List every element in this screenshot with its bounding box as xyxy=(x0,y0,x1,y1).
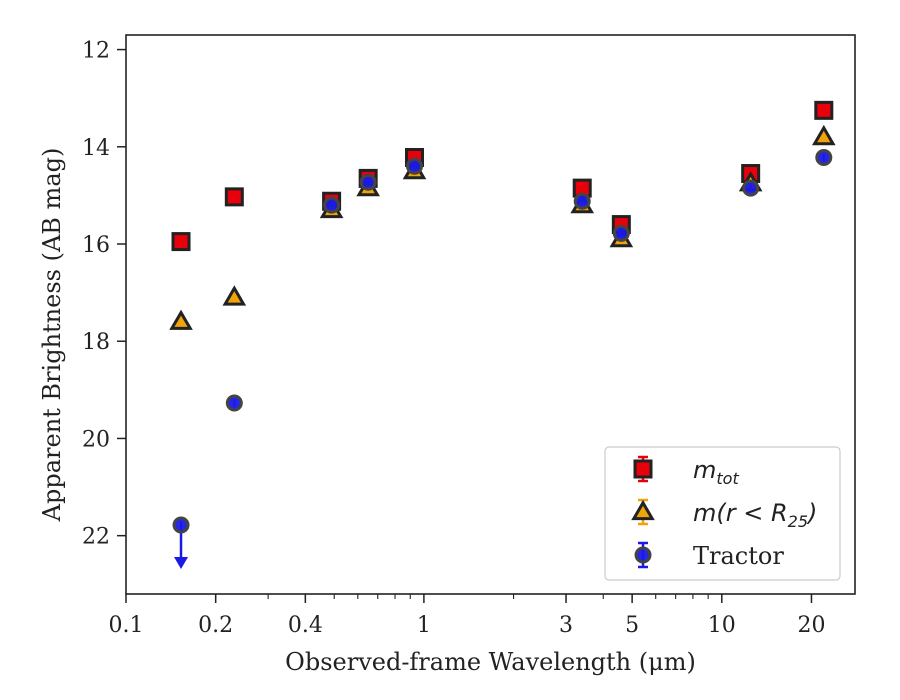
x-tick-label: 20 xyxy=(797,613,825,638)
series-triangle-group xyxy=(169,124,836,330)
legend: mtot m(r < R25) Tractor xyxy=(604,446,841,581)
data-point-triangle xyxy=(169,309,193,330)
x-axis-label: Observed-frame Wavelength (μm) xyxy=(285,648,696,676)
y-axis-label: Apparent Brightness (AB mag) xyxy=(38,148,66,523)
x-tick-label: 3 xyxy=(559,613,573,638)
y-tick-label: 18 xyxy=(82,330,110,355)
legend-label-subscript: tot xyxy=(716,469,739,488)
data-point-circle xyxy=(742,179,760,197)
data-point-circle xyxy=(323,196,341,214)
legend-label-close: ) xyxy=(806,499,817,527)
legend-label: Tractor xyxy=(693,542,784,570)
data-point-circle xyxy=(225,394,243,412)
data-point-triangle xyxy=(811,124,836,146)
data-point-circle xyxy=(172,516,190,534)
data-point-circle xyxy=(573,192,591,210)
y-tick-label: 12 xyxy=(82,39,110,64)
series-circle-group xyxy=(172,148,833,569)
data-point-circle xyxy=(406,157,424,175)
data-point-square xyxy=(224,187,244,207)
series-square-group xyxy=(171,100,834,252)
y-tick-label: 20 xyxy=(82,427,110,452)
x-tick-label: 0.1 xyxy=(109,613,144,638)
x-tick-label: 0.4 xyxy=(288,613,323,638)
legend-marker-square xyxy=(633,459,653,479)
legend-label-main: m(r < R xyxy=(693,499,788,527)
x-tick-label: 10 xyxy=(708,613,736,638)
x-tick-label: 0.2 xyxy=(198,613,233,638)
legend-label-subscript: 25 xyxy=(788,512,808,531)
y-tick-label: 22 xyxy=(82,525,110,550)
data-point-circle xyxy=(359,173,377,191)
upper-limit-arrow-head xyxy=(174,556,189,569)
legend-label: m(r < R25) xyxy=(693,499,817,531)
x-tick-label: 5 xyxy=(625,613,639,638)
y-tick-label: 14 xyxy=(82,136,110,161)
data-point-circle xyxy=(815,148,833,166)
legend-marker-triangle xyxy=(631,499,655,521)
data-point-square xyxy=(814,100,834,120)
x-tick-label: 1 xyxy=(417,613,431,638)
data-point-triangle xyxy=(222,285,247,306)
data-points xyxy=(169,100,836,569)
y-tick-label: 16 xyxy=(82,233,110,258)
axis-ticks: 0.1 0.2 0.4 1 3 5 10 20 12 14 16 18 20 22 xyxy=(82,39,825,638)
legend-box xyxy=(604,446,841,581)
legend-label-main: m xyxy=(693,456,716,484)
data-point-square xyxy=(171,232,191,252)
legend-label: mtot xyxy=(693,456,739,488)
data-point-circle xyxy=(612,224,630,242)
plot-frame xyxy=(125,34,856,595)
legend-label-main: Tractor xyxy=(693,542,784,570)
legend-marker-circle xyxy=(634,546,652,564)
